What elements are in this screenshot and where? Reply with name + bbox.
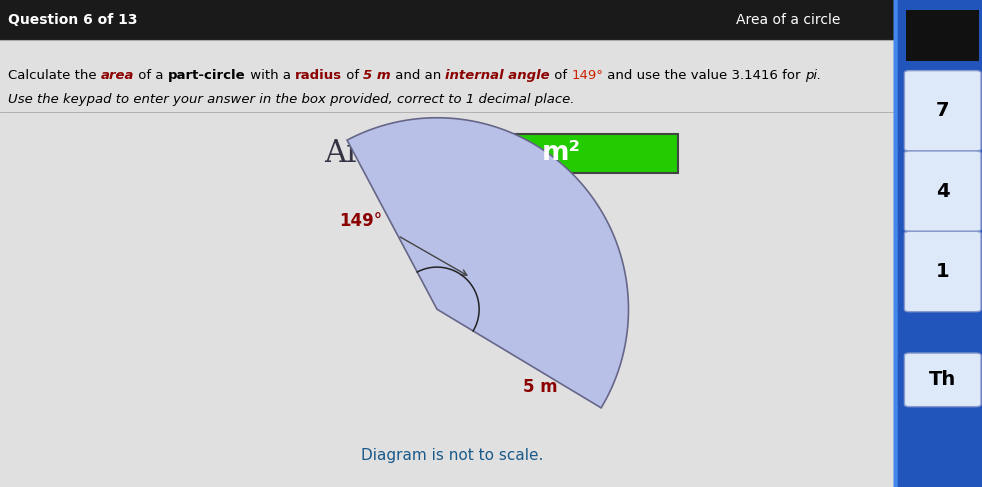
- Text: of: of: [342, 69, 363, 82]
- FancyBboxPatch shape: [904, 71, 981, 151]
- Text: 149°: 149°: [572, 69, 603, 82]
- Text: Diagram is not to scale.: Diagram is not to scale.: [360, 448, 543, 463]
- FancyBboxPatch shape: [904, 231, 981, 312]
- Text: Calculate the: Calculate the: [8, 69, 101, 82]
- Polygon shape: [347, 118, 628, 408]
- Text: Question 6 of 13: Question 6 of 13: [8, 13, 137, 27]
- Text: 7: 7: [936, 101, 950, 120]
- Text: part-circle: part-circle: [168, 69, 246, 82]
- FancyBboxPatch shape: [904, 353, 981, 407]
- Text: with a: with a: [246, 69, 295, 82]
- Text: m²: m²: [542, 140, 581, 167]
- FancyBboxPatch shape: [447, 134, 678, 173]
- Text: 149°: 149°: [339, 212, 382, 230]
- Text: of a: of a: [135, 69, 168, 82]
- FancyBboxPatch shape: [896, 0, 982, 487]
- Text: and use the value 3.1416 for: and use the value 3.1416 for: [603, 69, 805, 82]
- Text: pi.: pi.: [805, 69, 821, 82]
- Text: Th: Th: [929, 370, 956, 390]
- Text: Area of a circle: Area of a circle: [736, 13, 841, 27]
- Text: Use the keypad to enter your answer in the box provided, correct to 1 decimal pl: Use the keypad to enter your answer in t…: [8, 94, 574, 106]
- FancyBboxPatch shape: [0, 0, 982, 40]
- Text: 1: 1: [936, 262, 950, 281]
- FancyBboxPatch shape: [906, 10, 979, 61]
- Text: radius: radius: [295, 69, 342, 82]
- Text: 5 m: 5 m: [523, 378, 558, 396]
- Text: and an: and an: [391, 69, 446, 82]
- Text: of: of: [550, 69, 572, 82]
- Text: 5 m: 5 m: [363, 69, 391, 82]
- Text: 4: 4: [936, 182, 950, 201]
- Text: internal angle: internal angle: [446, 69, 550, 82]
- Text: area: area: [101, 69, 135, 82]
- FancyBboxPatch shape: [904, 151, 981, 231]
- Text: Area =: Area =: [324, 138, 432, 169]
